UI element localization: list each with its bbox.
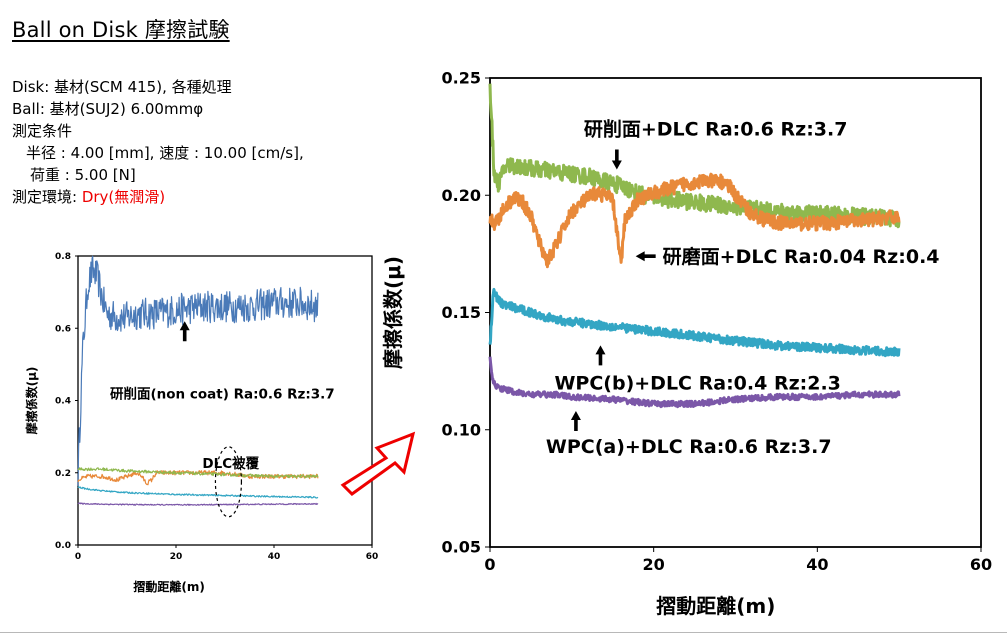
large-xtick-label: 20 bbox=[643, 555, 665, 574]
page-title: Ball on Disk 摩擦試験 bbox=[12, 18, 230, 42]
large-ytick-label: 0.20 bbox=[442, 186, 481, 205]
large-series-group bbox=[488, 83, 901, 409]
small-ytick-label: 0.6 bbox=[55, 324, 71, 334]
large-ytick-label: 0.10 bbox=[442, 420, 481, 439]
small-annotation-noncoat: 研削面(non coat) Ra:0.6 Rz:3.7 bbox=[110, 385, 335, 402]
small-annotation-dlc: DLC被覆 bbox=[202, 455, 259, 472]
zoom-arrow bbox=[340, 431, 416, 496]
large-xtick-label: 60 bbox=[970, 555, 992, 574]
large-ytick-label: 0.25 bbox=[442, 69, 481, 88]
environment-label: 測定環境: bbox=[12, 188, 82, 206]
large-x-axis-label: 摺動距離(m) bbox=[656, 594, 775, 618]
large-annotation-arrow-down bbox=[611, 149, 622, 170]
bottom-divider bbox=[0, 632, 1007, 633]
disk-condition: Disk: 基材(SCM 415), 各種処理 bbox=[12, 78, 232, 96]
small-xtick-label: 0 bbox=[75, 552, 81, 562]
small-series-blue bbox=[77, 255, 319, 486]
small-series-group bbox=[77, 255, 319, 506]
large-series-teal bbox=[488, 287, 901, 358]
large-annotation-polished-dlc: 研磨面+DLC Ra:0.04 Rz:0.4 bbox=[663, 245, 940, 268]
radius-speed-condition: 半径 : 4.00 [mm], 速度 : 10.00 [cm/s], bbox=[26, 144, 304, 162]
large-annotation-wpc-b: WPC(b)+DLC Ra:0.4 Rz:2.3 bbox=[554, 372, 840, 394]
small-x-axis-label: 摺動距離(m) bbox=[133, 579, 204, 594]
small-dlc-highlight-ellipse bbox=[214, 446, 243, 518]
large-xtick-label: 0 bbox=[484, 555, 495, 574]
small-ytick-label: 0.0 bbox=[55, 541, 71, 551]
small-annotation-arrow-up bbox=[179, 321, 190, 342]
large-series-orange bbox=[488, 172, 901, 269]
small-ytick-label: 0.4 bbox=[55, 397, 71, 407]
large-series-purple bbox=[488, 356, 901, 409]
small-xtick-label: 40 bbox=[268, 552, 281, 562]
large-ytick-label: 0.05 bbox=[442, 538, 481, 557]
small-ytick-label: 0.8 bbox=[55, 252, 71, 262]
small-series-teal bbox=[77, 486, 319, 499]
small-y-axis-label: 摩擦係数(μ) bbox=[24, 367, 39, 435]
large-annotation-arrow-up-a bbox=[570, 410, 581, 431]
large-annotation-ground-dlc: 研削面+DLC Ra:0.6 Rz:3.7 bbox=[584, 117, 848, 140]
large-annotation-arrow-left bbox=[635, 251, 656, 262]
ball-condition: Ball: 基材(SUJ2) 6.00mmφ bbox=[12, 100, 204, 118]
small-series-purple bbox=[77, 502, 319, 506]
small-xtick-label: 20 bbox=[170, 552, 183, 562]
environment-value: Dry(無潤滑) bbox=[81, 188, 166, 206]
large-plot-frame bbox=[489, 77, 982, 548]
load-condition: 荷重 : 5.00 [N] bbox=[30, 166, 136, 184]
large-xtick-label: 40 bbox=[806, 555, 828, 574]
test-conditions: Disk: 基材(SCM 415), 各種処理 Ball: 基材(SUJ2) 6… bbox=[12, 76, 304, 208]
environment-condition: 測定環境: Dry(無潤滑) bbox=[12, 186, 304, 208]
large-annotation-wpc-a: WPC(a)+DLC Ra:0.6 Rz:3.7 bbox=[546, 436, 832, 458]
large-annotation-arrow-up-b bbox=[595, 345, 606, 366]
large-y-axis-label: 摩擦係数(μ) bbox=[381, 256, 405, 369]
small-ytick-label: 0.2 bbox=[55, 469, 71, 479]
large-ytick-label: 0.15 bbox=[442, 303, 481, 322]
conditions-heading: 測定条件 bbox=[12, 122, 73, 140]
small-xtick-label: 60 bbox=[366, 552, 379, 562]
small-series-green bbox=[77, 467, 319, 479]
